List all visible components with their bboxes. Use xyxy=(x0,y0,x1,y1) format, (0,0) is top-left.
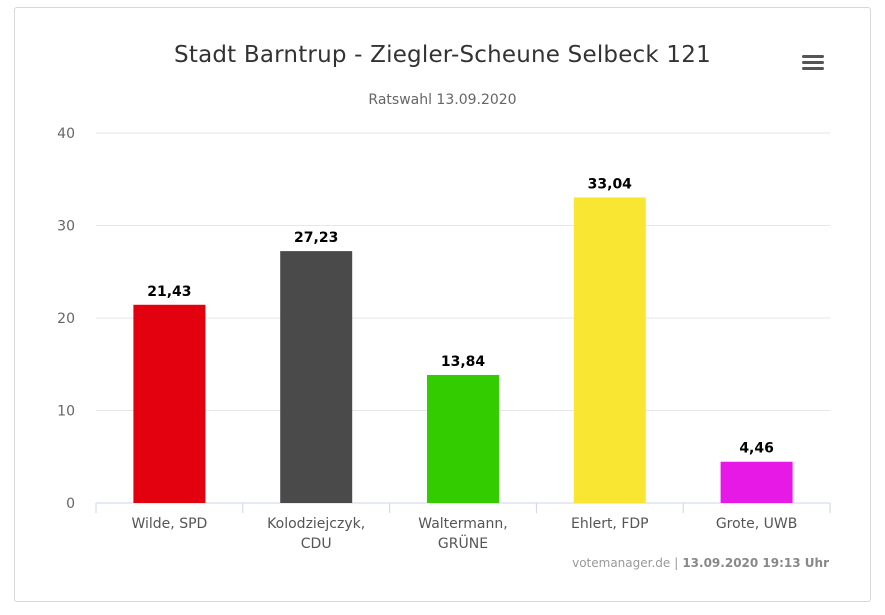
x-tick-label: Kolodziejczyk, xyxy=(267,516,365,532)
credit-timestamp: 13.09.2020 19:13 Uhr xyxy=(682,556,829,570)
data-label: 13,84 xyxy=(441,354,486,370)
x-tick-label: Waltermann, xyxy=(418,516,507,532)
y-tick-label: 40 xyxy=(57,126,75,142)
chart-subtitle: Ratswahl 13.09.2020 xyxy=(368,92,517,108)
data-label: 27,23 xyxy=(294,230,338,246)
bar xyxy=(133,304,206,503)
x-tick-label: Wilde, SPD xyxy=(131,516,207,532)
x-tick-label: GRÜNE xyxy=(438,534,488,552)
data-label: 4,46 xyxy=(739,441,774,457)
data-label: 33,04 xyxy=(588,176,633,192)
y-tick-label: 20 xyxy=(57,311,75,327)
credit-source[interactable]: votemanager.de xyxy=(572,556,671,570)
y-tick-label: 10 xyxy=(57,404,75,420)
x-tick-label: Ehlert, FDP xyxy=(571,516,649,532)
x-tick-label: Grote, UWB xyxy=(716,516,798,532)
y-tick-label: 30 xyxy=(57,219,75,235)
credit-separator: | xyxy=(674,556,679,570)
data-label: 21,43 xyxy=(147,284,191,300)
bar xyxy=(720,461,793,503)
bar xyxy=(280,251,353,503)
hamburger-menu-icon[interactable] xyxy=(800,52,830,76)
bar xyxy=(573,197,646,503)
chart-credit[interactable]: votemanager.de | 13.09.2020 19:13 Uhr xyxy=(572,556,829,570)
y-tick-label: 0 xyxy=(66,496,75,512)
chart-title: Stadt Barntrup - Ziegler-Scheune Selbeck… xyxy=(174,42,711,68)
bar xyxy=(427,374,499,503)
x-tick-label: CDU xyxy=(301,536,332,552)
